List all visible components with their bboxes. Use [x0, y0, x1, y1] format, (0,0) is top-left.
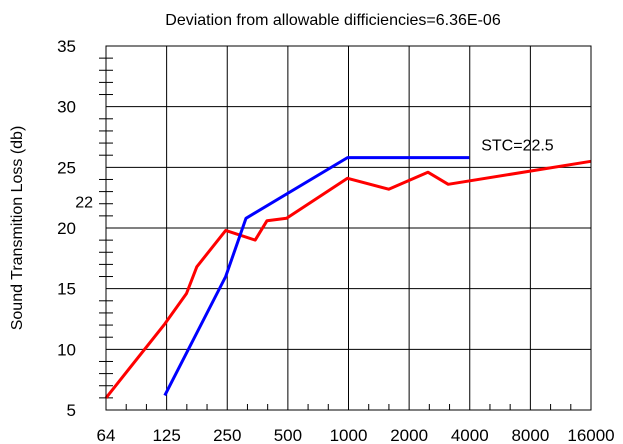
y-tick-label: 25: [57, 158, 76, 177]
x-tick-label: 125: [152, 426, 180, 444]
plot-frame: [105, 45, 592, 411]
x-tick-label: 500: [274, 426, 302, 444]
y-tick-label: 20: [57, 219, 76, 238]
annotation-label: STC=22.5: [481, 137, 554, 154]
x-tick-labels: 64 125 250 500 1000 2000 4000 8000 16000: [97, 426, 615, 444]
x-tick-label: 64: [97, 426, 116, 444]
y-tick-labels: 5 10 15 20 25 30 35: [57, 37, 76, 420]
y-tick-label: 15: [57, 280, 76, 299]
x-tick-label: 8000: [511, 426, 549, 444]
series-line-2: [163, 156, 470, 397]
minor-ticks: [99, 57, 572, 410]
y-tick-label: 30: [57, 98, 76, 117]
chart-title: Deviation from allowable difficiencies=6…: [165, 12, 501, 29]
series-lines: [104, 156, 592, 399]
grid-lines: [106, 46, 591, 410]
x-tick-label: 16000: [567, 426, 614, 444]
annotations: STC=22.5 22: [75, 137, 554, 211]
y-tick-label: 5: [67, 401, 76, 420]
series-line-1: [104, 159, 592, 399]
annotation-label: 22: [75, 194, 93, 211]
x-tick-label: 4000: [451, 426, 489, 444]
x-tick-label: 250: [213, 426, 241, 444]
y-tick-label: 10: [57, 340, 76, 359]
y-axis-label: Sound Transmition Loss (db): [9, 126, 26, 331]
x-tick-label: 2000: [390, 426, 428, 444]
y-tick-label: 35: [57, 37, 76, 56]
x-tick-label: 1000: [330, 426, 368, 444]
